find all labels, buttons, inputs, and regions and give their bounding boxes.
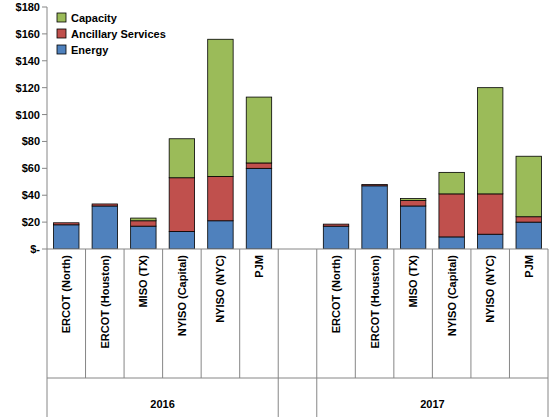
- x-divider: [355, 249, 356, 378]
- bar-segment: [362, 186, 387, 249]
- x-axis: [47, 249, 548, 250]
- x-group-label: 2016: [150, 398, 174, 410]
- bar-segment: [516, 222, 541, 249]
- y-tick: [42, 222, 47, 223]
- x-divider: [509, 249, 510, 378]
- y-tick: [42, 33, 47, 34]
- bar-segment: [131, 226, 156, 249]
- bar-segment: [362, 184, 387, 185]
- x-divider: [124, 249, 125, 378]
- x-divider: [432, 249, 433, 378]
- y-tick-label: $100: [16, 109, 40, 121]
- bar-segment: [477, 88, 502, 194]
- x-tick-label: NYISO (Capital): [446, 255, 458, 337]
- bar-segment: [246, 163, 271, 168]
- x-divider: [47, 249, 48, 417]
- y-tick: [42, 168, 47, 169]
- x-divider: [316, 249, 317, 417]
- bars: [54, 39, 542, 249]
- bar-segment: [516, 156, 541, 217]
- legend-label: Energy: [71, 44, 109, 56]
- bar-segment: [169, 232, 194, 249]
- bar-segment: [439, 194, 464, 237]
- y-tick-label: $60: [22, 162, 40, 174]
- y-tick: [42, 249, 47, 250]
- legend-swatch: [57, 13, 66, 22]
- x-tick-label: PJM: [523, 255, 535, 278]
- y-tick-label: $180: [16, 1, 40, 13]
- x-divider: [278, 249, 279, 417]
- bar-segment: [323, 226, 348, 249]
- bar-segment: [323, 224, 348, 226]
- bar-segment: [92, 203, 117, 204]
- y-tick-label: $140: [16, 55, 40, 67]
- y-tick-label: $20: [22, 216, 40, 228]
- x-group-label: 2017: [420, 398, 444, 410]
- x-tick-label: NYISO (NYC): [214, 255, 226, 323]
- legend-label: Ancillary Services: [71, 28, 166, 40]
- bar-segment: [131, 221, 156, 226]
- x-tick-label: NYISO (Capital): [176, 255, 188, 337]
- bar-segment: [131, 218, 156, 221]
- y-tick: [42, 141, 47, 142]
- bar-segment: [246, 168, 271, 249]
- bar-segment: [516, 217, 541, 222]
- bar-segment: [323, 224, 348, 225]
- x-divider: [201, 249, 202, 378]
- x-divider: [239, 249, 240, 378]
- y-tick-label: $40: [22, 189, 40, 201]
- legend: Capacity Ancillary Services Energy: [57, 12, 166, 56]
- y-tick-label: $160: [16, 28, 40, 40]
- bar-segment: [246, 97, 271, 163]
- bar-segment: [439, 237, 464, 249]
- bar-segment: [54, 223, 79, 225]
- y-tick: [42, 195, 47, 196]
- x-divider: [393, 249, 394, 378]
- x-tick-label: NYISO (NYC): [484, 255, 496, 323]
- y-tick: [42, 60, 47, 61]
- y-tick-label: $80: [22, 135, 40, 147]
- bar-segment: [477, 194, 502, 234]
- x-group-axis: [47, 378, 548, 379]
- y-axis: [47, 7, 48, 249]
- x-tick-label: MISO (TX): [407, 255, 419, 308]
- legend-swatch: [57, 45, 66, 54]
- y-tick-label: $-: [30, 243, 40, 255]
- x-divider: [548, 249, 549, 417]
- x-divider: [162, 249, 163, 378]
- x-tick-label: ERCOT (North): [330, 255, 342, 334]
- y-tick: [42, 114, 47, 115]
- x-tick-label: PJM: [253, 255, 265, 278]
- chart: $- $20 $40 $60 $80 $100 $120 $140 $160 $180 ERCOT …: [0, 0, 554, 419]
- x-divider: [85, 249, 86, 378]
- x-tick-label: ERCOT (Houston): [99, 255, 111, 349]
- bar-segment: [169, 139, 194, 178]
- bar-segment: [439, 172, 464, 194]
- y-tick-label: $120: [16, 82, 40, 94]
- x-tick-label: ERCOT (Houston): [369, 255, 381, 349]
- x-divider: [470, 249, 471, 378]
- bar-segment: [54, 222, 79, 223]
- bar-segment: [362, 184, 387, 185]
- bar-segment: [92, 206, 117, 249]
- bar-segment: [54, 225, 79, 249]
- x-tick-label: MISO (TX): [137, 255, 149, 308]
- legend-swatch: [57, 29, 66, 38]
- bar-segment: [477, 234, 502, 249]
- y-tick: [42, 7, 47, 8]
- legend-label: Capacity: [71, 12, 118, 24]
- bar-segment: [400, 199, 425, 201]
- bar-segment: [208, 39, 233, 176]
- y-tick: [42, 87, 47, 88]
- bar-segment: [169, 178, 194, 232]
- bar-segment: [208, 221, 233, 249]
- bar-segment: [400, 206, 425, 249]
- bar-segment: [208, 176, 233, 220]
- bar-segment: [400, 201, 425, 206]
- x-tick-label: ERCOT (North): [60, 255, 72, 334]
- bar-segment: [92, 204, 117, 206]
